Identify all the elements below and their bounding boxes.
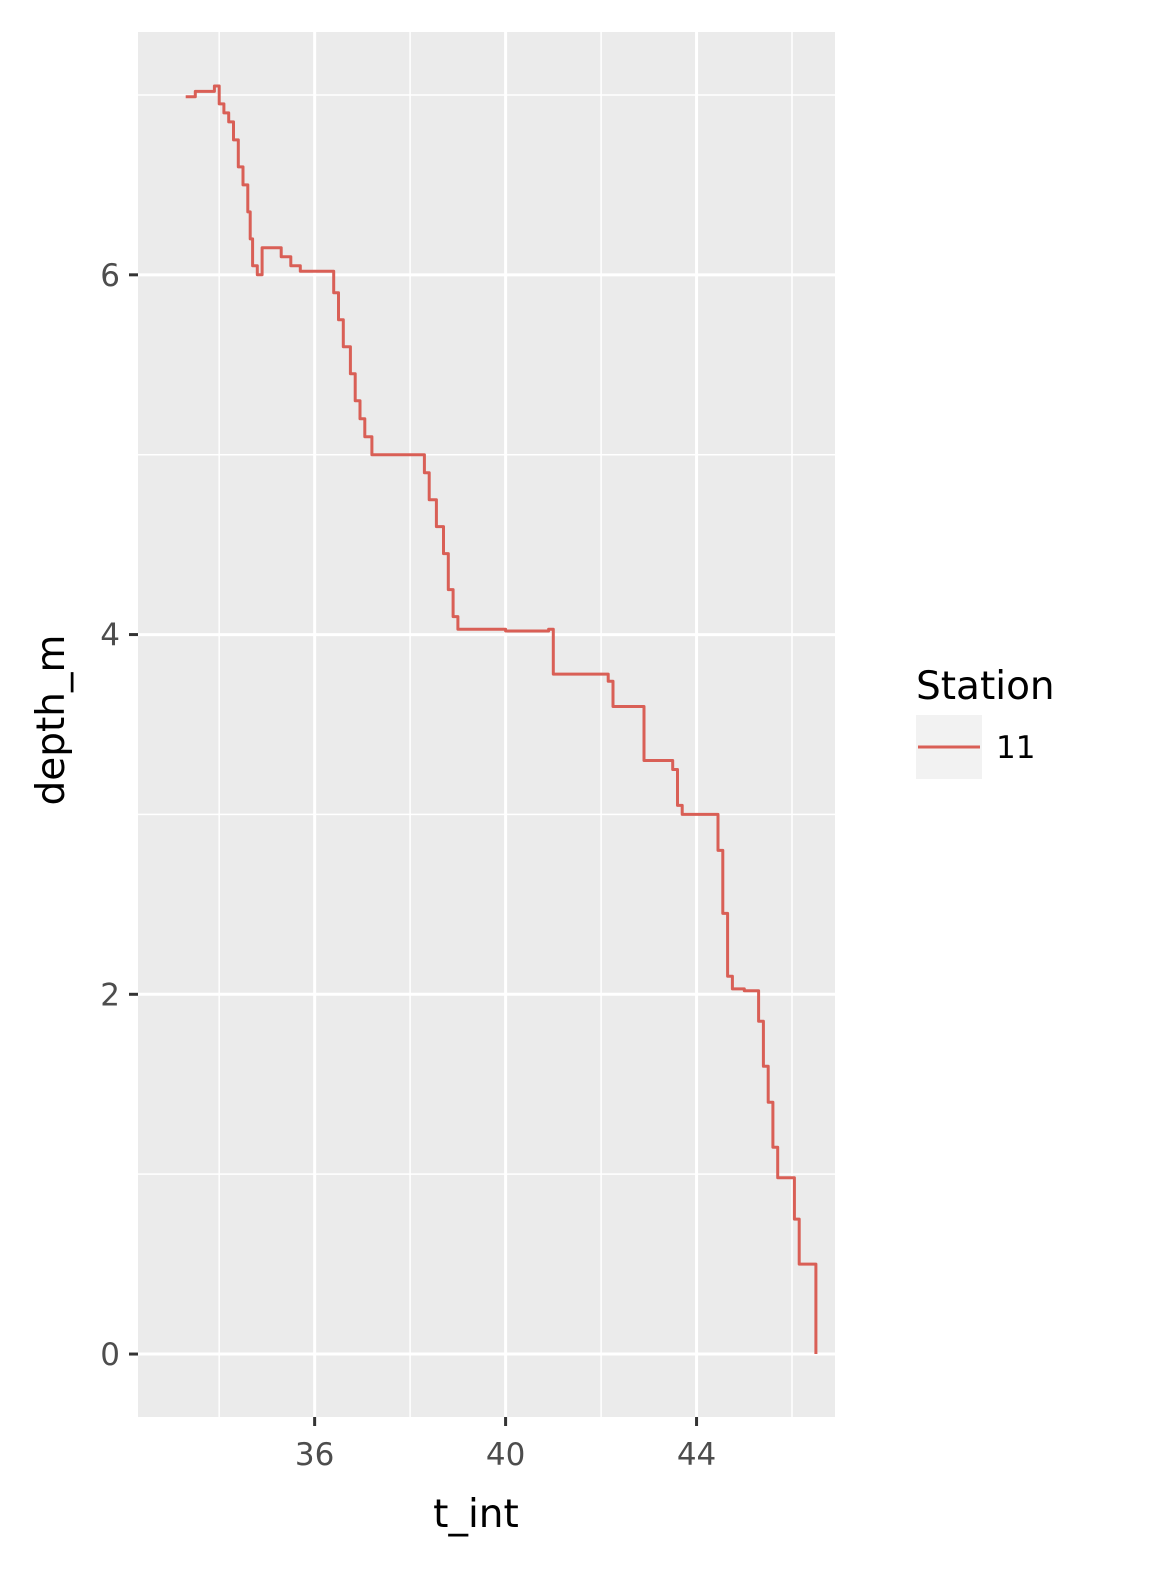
y-tick-label: 2: [100, 977, 120, 1013]
x-tick-label: 40: [486, 1437, 525, 1473]
y-axis-title: depth_m: [29, 634, 74, 805]
major-gridlines: [138, 32, 835, 1417]
legend: Station 11: [916, 664, 1055, 779]
series-line-11: [185, 84, 818, 1354]
x-axis-title: t_int: [433, 1492, 519, 1537]
x-tick-label: 36: [295, 1437, 334, 1473]
series-layer: [185, 84, 818, 1355]
y-tick-label: 4: [100, 618, 120, 654]
y-tick-label: 0: [100, 1337, 120, 1373]
y-axis: 0 2 4 6: [100, 258, 138, 1373]
plot-panel: [138, 32, 835, 1417]
y-tick-label: 6: [100, 258, 120, 294]
legend-title: Station: [916, 664, 1055, 709]
x-axis: 36 40 44: [295, 1417, 716, 1473]
legend-label: 11: [996, 730, 1035, 766]
minor-gridlines: [138, 32, 835, 1417]
x-tick-label: 44: [677, 1437, 716, 1473]
